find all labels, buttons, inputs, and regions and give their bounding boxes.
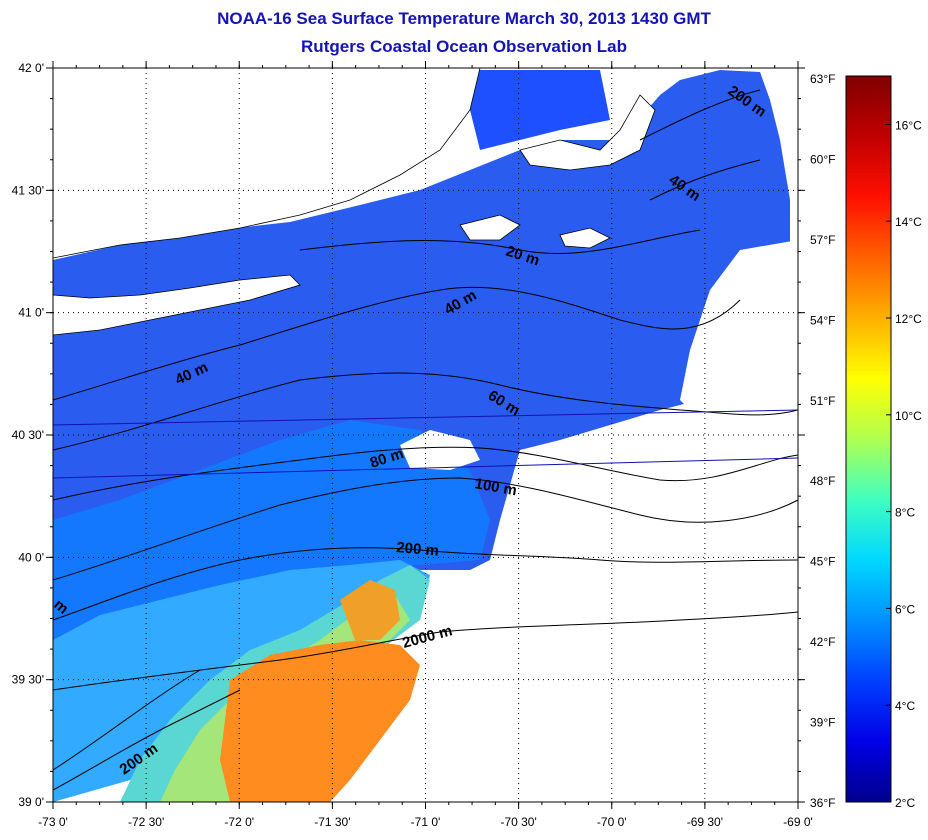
contour-40m-ne — [649, 159, 761, 201]
contour-shelf-break — [53, 669, 201, 771]
lat-tick-label: 40 30' — [12, 428, 44, 442]
sst-warm-tail — [340, 580, 400, 640]
fahrenheit-tick-label: 39°F — [810, 716, 835, 730]
lat-tick-label: 41 0' — [18, 306, 44, 320]
lon-tick-label: -72 30' — [128, 815, 164, 829]
contour-80m — [53, 446, 798, 501]
lat-tick-label: 41 30' — [12, 183, 44, 197]
contour-40m — [53, 286, 741, 401]
lon-tick-label: -69 0' — [783, 815, 813, 829]
cloud-east — [680, 240, 798, 490]
celsius-ticks: 16°C 14°C 12°C 10°C 8°C 6°C 4°C 2°C — [886, 118, 922, 810]
lon-tick-label: -72 0' — [224, 815, 254, 829]
fahrenheit-tick-label: 63°F — [810, 72, 835, 86]
bathymetry-contours — [53, 89, 798, 791]
fahrenheit-tick-label: 60°F — [810, 152, 835, 166]
lon-tick-label: -69 30' — [687, 815, 723, 829]
longitude-ticks: -73 0' -72 30' -72 0' -71 30' -71 0' -70 30' -… — [38, 61, 813, 829]
land-marthas-vineyard — [459, 214, 521, 241]
lat-tick-label: 42 0' — [18, 61, 44, 75]
lat-tick-label: 39 30' — [12, 673, 44, 687]
celsius-tick-label: 6°C — [895, 602, 915, 616]
contour-100m — [53, 477, 798, 581]
land-cape-cod — [519, 94, 656, 171]
graticule — [53, 68, 798, 802]
celsius-tick-label: 8°C — [895, 506, 915, 520]
contour-60m — [53, 372, 798, 451]
lon-tick-label: -73 0' — [38, 815, 68, 829]
latitude-ticks: 42 0' 41 30' 41 0' 40 30' 40 0' 39 30' 39 0' — [12, 61, 805, 809]
contour-200m-ne — [639, 89, 761, 141]
map-title: NOAA-16 Sea Surface Temperature March 30… — [217, 9, 711, 28]
fahrenheit-tick-label: 42°F — [810, 635, 835, 649]
lon-tick-label: -71 0' — [411, 815, 441, 829]
lon-tick-label: -70 0' — [597, 815, 627, 829]
depth-label: 200 m — [396, 539, 440, 560]
land-long-island — [53, 274, 301, 336]
fahrenheit-tick-label: 45°F — [810, 555, 835, 569]
celsius-tick-label: 16°C — [895, 118, 922, 132]
sst-warm-core — [220, 640, 420, 802]
contour-20m — [299, 229, 701, 254]
cloud-southeast — [420, 430, 798, 802]
celsius-tick-label: 2°C — [895, 796, 915, 810]
fahrenheit-tick-label: 51°F — [810, 394, 835, 408]
celsius-tick-label: 14°C — [895, 215, 922, 229]
celsius-tick-label: 4°C — [895, 699, 915, 713]
lat-tick-label: 40 0' — [18, 550, 44, 564]
colorbar — [845, 75, 892, 803]
fahrenheit-tick-label: 48°F — [810, 474, 835, 488]
land-connecticut — [53, 68, 481, 259]
lon-tick-label: -70 30' — [500, 815, 536, 829]
map-subtitle: Rutgers Coastal Ocean Observation Lab — [301, 37, 627, 56]
cloud-shelf-hole — [400, 430, 480, 470]
contour-200m-sw — [53, 689, 241, 791]
plot-area: 200 m 40 m 20 m 40 m 40 m 60 m 80 m 100 … — [53, 68, 798, 802]
contour-2000m — [53, 611, 798, 691]
contour-200m — [53, 547, 798, 621]
lon-tick-label: -71 30' — [314, 815, 350, 829]
celsius-tick-label: 10°C — [895, 409, 922, 423]
celsius-tick-label: 12°C — [895, 312, 922, 326]
lat-tick-label: 39 0' — [18, 795, 44, 809]
track-line-1 — [53, 409, 798, 426]
sst-cold-east — [470, 70, 610, 150]
land-nantucket — [559, 227, 611, 249]
fahrenheit-tick-label: 54°F — [810, 313, 835, 327]
fahrenheit-tick-label: 36°F — [810, 796, 835, 810]
fahrenheit-ticks: 63°F 60°F 57°F 54°F 51°F 48°F 45°F 42°F 39°F 36°F — [810, 72, 835, 810]
fahrenheit-tick-label: 57°F — [810, 233, 835, 247]
